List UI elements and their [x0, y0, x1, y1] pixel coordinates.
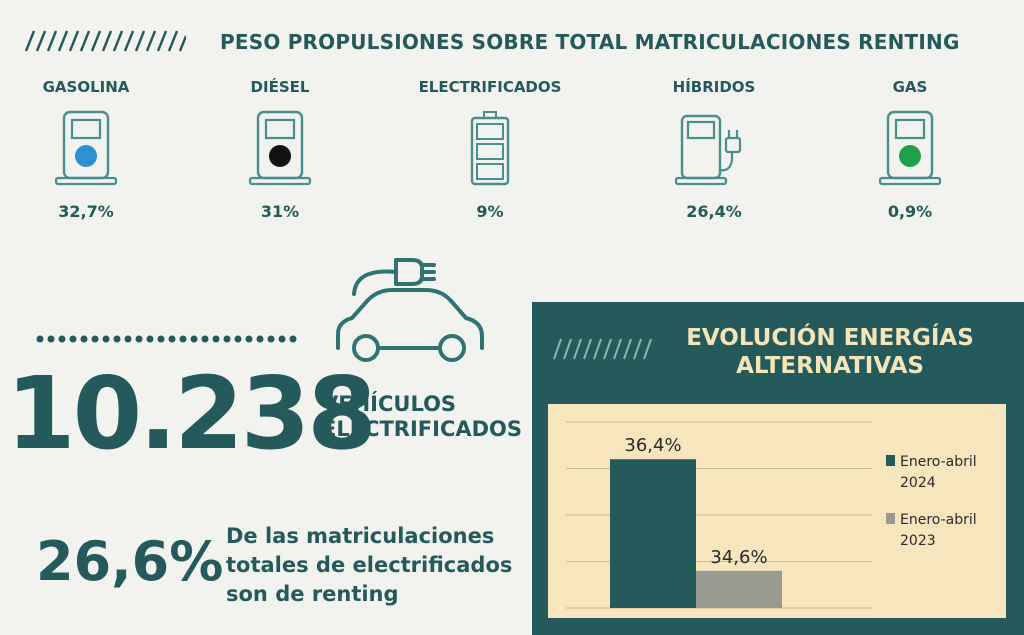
chart-legend-label: 2023	[900, 533, 936, 549]
electric-car-plug-icon	[336, 258, 484, 362]
propulsion-value: 9%	[476, 202, 504, 221]
renting-share-line2: totales de electrificados	[226, 553, 513, 577]
propulsion-gas: GAS 0,9%	[830, 78, 990, 221]
propulsion-label: DIÉSEL	[250, 78, 310, 96]
panel-title-line1: EVOLUCIÓN ENERGÍAS	[686, 325, 974, 351]
chart-bar	[610, 459, 696, 608]
hatch-decoration	[24, 30, 186, 52]
chart-data-label: 34,6%	[710, 547, 767, 568]
propulsion-value: 32,7%	[58, 202, 114, 221]
evolution-panel: EVOLUCIÓN ENERGÍAS ALTERNATIVAS 36,4% 34,…	[532, 302, 1024, 635]
chart-legend-label: Enero-abril	[900, 454, 977, 470]
propulsion-label: GAS	[892, 78, 928, 96]
propulsion-electrificados: ELECTRIFICADOS 9%	[410, 78, 570, 221]
renting-share-line1: De las matriculaciones	[226, 524, 495, 548]
chart-area: 36,4% 34,6% Enero-abril 2024 Enero-abril 2023	[548, 404, 1006, 618]
renting-share-value: 26,6%	[36, 530, 224, 593]
vehicles-number: 10.238	[6, 355, 377, 472]
hybrid-pump-plug-icon	[674, 114, 742, 186]
renting-share-description: De las matriculaciones totales de electr…	[226, 522, 512, 609]
chart-legend-swatch	[886, 513, 895, 524]
evolution-bar-chart: 36,4% 34,6% Enero-abril 2024 Enero-abril 2023	[566, 421, 977, 609]
chart-legend-label: Enero-abril	[900, 512, 977, 528]
propulsion-value: 26,4%	[686, 202, 742, 221]
propulsion-label: ELECTRIFICADOS	[418, 78, 562, 96]
vehicles-label: VEHÍCULOS ELECTRIFICADOS	[322, 392, 522, 442]
propulsion-label: GASOLINA	[42, 78, 130, 96]
panel-title: EVOLUCIÓN ENERGÍAS ALTERNATIVAS	[650, 324, 1010, 380]
fuel-pump-blue-icon	[54, 110, 118, 186]
chart-bar	[696, 570, 782, 608]
fuel-pump-green-icon	[878, 110, 942, 186]
propulsion-label: HÍBRIDOS	[672, 78, 756, 96]
page-title: PESO PROPULSIONES SOBRE TOTAL MATRICULAC…	[220, 30, 960, 54]
dotted-divider	[36, 335, 297, 343]
propulsion-value: 0,9%	[887, 202, 933, 221]
propulsion-hibridos: HÍBRIDOS 26,4%	[634, 78, 794, 221]
panel-title-line2: ALTERNATIVAS	[736, 353, 924, 379]
renting-share-line3: son de renting	[226, 582, 399, 606]
propulsion-value: 31%	[260, 202, 300, 221]
propulsion-gasolina: GASOLINA 32,7%	[6, 78, 166, 221]
chart-data-label: 36,4%	[624, 435, 681, 456]
propulsion-diesel: DIÉSEL 31%	[200, 78, 360, 221]
vehicles-label-line1: VEHÍCULOS	[322, 392, 457, 416]
chart-legend-label: 2024	[900, 475, 936, 491]
fuel-pump-black-icon	[248, 110, 312, 186]
chart-legend-swatch	[886, 455, 895, 466]
hatch-decoration	[553, 338, 652, 360]
vehicles-label-line2: ELECTRIFICADOS	[322, 417, 523, 441]
battery-icon	[470, 111, 510, 186]
